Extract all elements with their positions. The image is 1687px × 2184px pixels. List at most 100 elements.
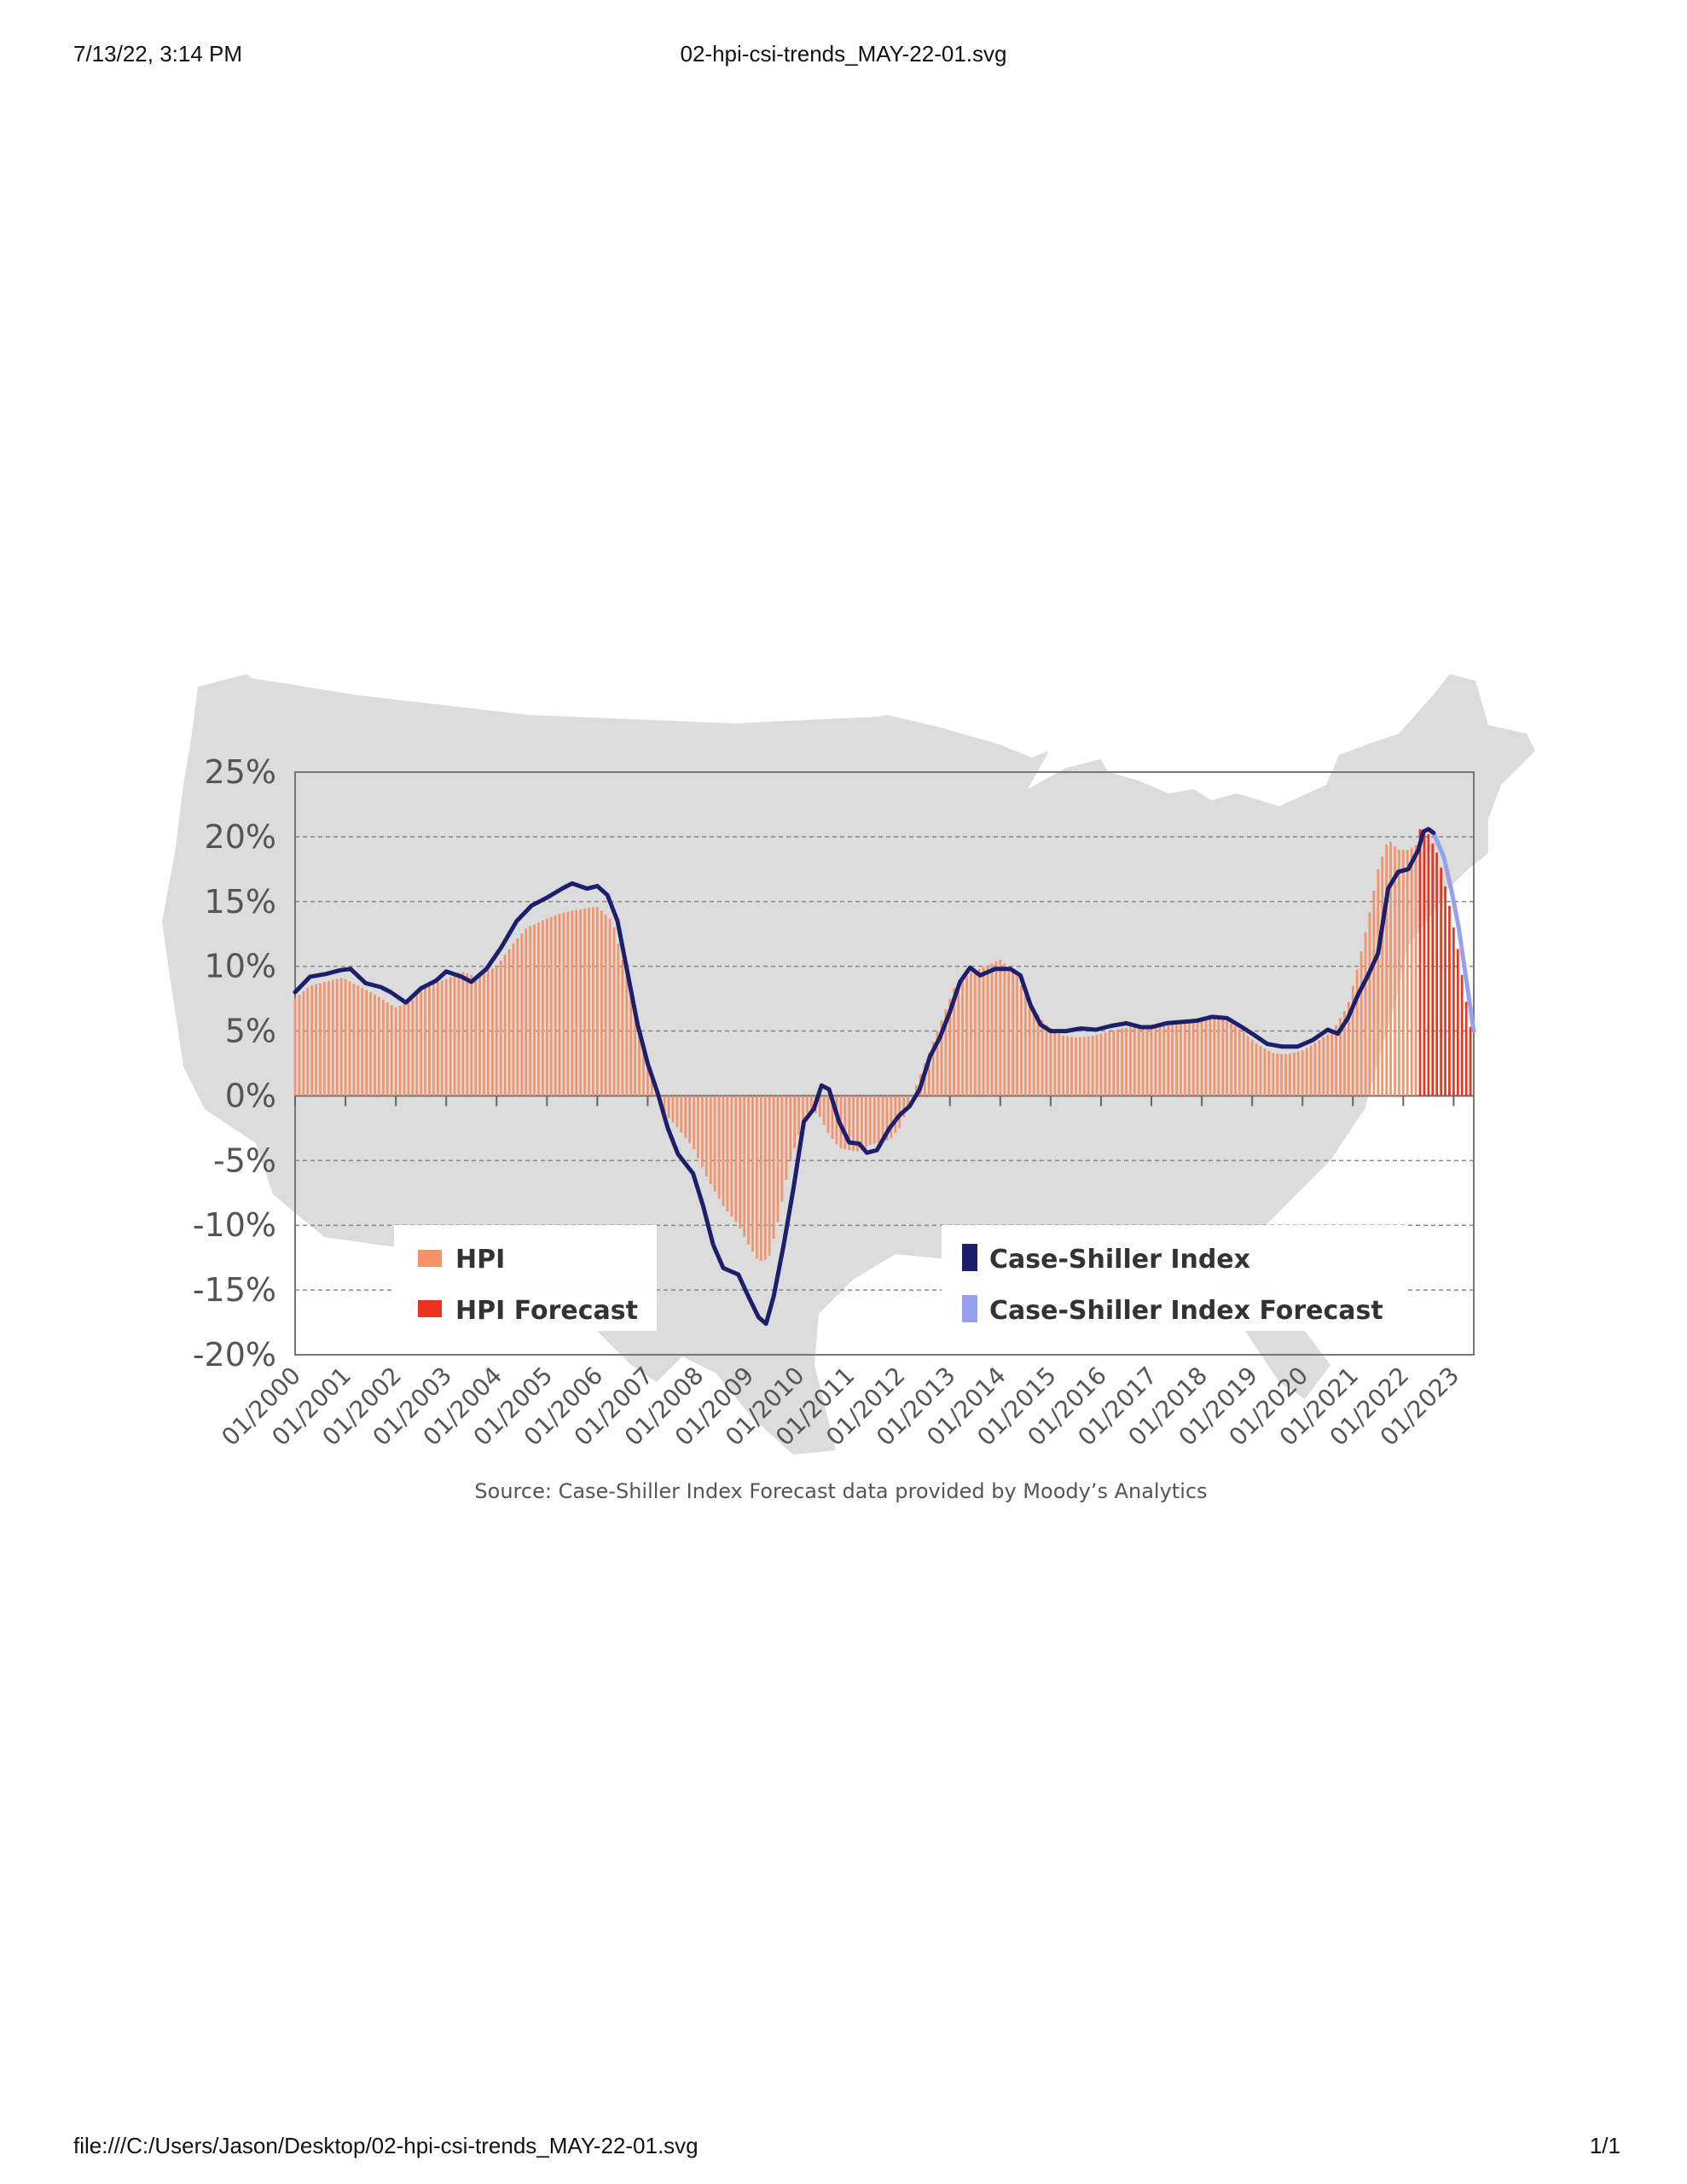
hpi-bar <box>331 979 334 1096</box>
hpi-bar <box>503 955 507 1096</box>
hpi-bar <box>776 1095 780 1223</box>
hpi-bar <box>902 1095 905 1118</box>
hpi-bar <box>877 1095 880 1143</box>
print-date: 7/13/22, 3:14 PM <box>73 41 243 67</box>
legend-hpi-forecast-swatch <box>418 1300 442 1317</box>
hpi-bar <box>432 983 435 1096</box>
hpi-bar <box>1276 1053 1279 1096</box>
hpi-bar <box>1343 1010 1346 1096</box>
hpi-bar <box>1041 1019 1044 1096</box>
hpi-bar <box>1204 1018 1208 1096</box>
hpi-bar <box>1368 912 1371 1096</box>
hpi-bar <box>881 1095 884 1142</box>
hpi-bar <box>856 1095 859 1152</box>
hpi-bar <box>944 1009 948 1096</box>
hpi-bar <box>629 995 633 1096</box>
hpi-bar <box>625 976 629 1096</box>
y-tick-label: -5% <box>213 1141 276 1179</box>
hpi-bar <box>1364 932 1367 1096</box>
hpi-bar <box>1359 950 1363 1096</box>
hpi-bar <box>793 1095 797 1148</box>
hpi-bar <box>592 907 594 1096</box>
hpi-bar <box>302 991 305 1096</box>
hpi-bar <box>697 1095 699 1159</box>
hpi-bar <box>994 961 998 1096</box>
legend-hpi-label: HPI <box>455 1245 505 1275</box>
hpi-bar <box>575 909 578 1096</box>
hpi-bar <box>1049 1028 1052 1096</box>
hpi-bar <box>965 975 968 1096</box>
hpi-bar <box>772 1095 775 1240</box>
hpi-bar <box>483 973 485 1096</box>
hpi-bar <box>1095 1034 1099 1096</box>
hpi-bar <box>558 914 561 1096</box>
hpi-bar <box>596 906 599 1096</box>
hpi-bar <box>797 1095 800 1135</box>
y-tick-label: 10% <box>205 948 276 985</box>
hpi-bar <box>1410 847 1413 1096</box>
hpi-bar <box>1255 1043 1258 1096</box>
hpi-bar <box>953 987 956 1096</box>
hpi-bar <box>529 926 531 1096</box>
hpi-bar <box>826 1095 830 1134</box>
hpi-bar <box>684 1095 687 1138</box>
hpi-bar <box>1284 1054 1287 1096</box>
legend-left: HPI HPI Forecast <box>394 1225 657 1331</box>
hpi-bar <box>339 978 343 1096</box>
hpi-bar <box>1091 1036 1094 1096</box>
hpi-bar <box>1082 1037 1086 1096</box>
hpi-forecast-bars <box>1418 828 1472 1096</box>
hpi-bar <box>1125 1027 1128 1096</box>
hpi-bar <box>872 1095 876 1144</box>
hpi-bar <box>730 1095 733 1217</box>
hpi-bar <box>499 960 502 1096</box>
hpi-bar <box>1372 891 1376 1096</box>
hpi-bar <box>861 1095 863 1150</box>
legend-csi-forecast-label: Case-Shiller Index Forecast <box>989 1296 1383 1326</box>
y-tick-label: 15% <box>205 883 276 921</box>
hpi-bar <box>440 980 443 1096</box>
hpi-bar <box>378 996 380 1096</box>
hpi-bar <box>1137 1025 1140 1096</box>
hpi-bar <box>1175 1021 1178 1096</box>
hpi-bar <box>1355 969 1359 1096</box>
hpi-bar <box>495 966 498 1096</box>
hpi-forecast-bar <box>1469 1026 1472 1096</box>
hpi-bar <box>361 987 364 1096</box>
legend-hpi-forecast-label: HPI Forecast <box>455 1296 638 1326</box>
hpi-bar <box>335 979 339 1096</box>
hpi-bar <box>907 1095 909 1107</box>
hpi-bar <box>1062 1035 1065 1096</box>
hpi-bar <box>1012 970 1014 1096</box>
legend-csi-label: Case-Shiller Index <box>989 1245 1250 1275</box>
hpi-bar <box>780 1095 784 1202</box>
hpi-bar <box>1171 1022 1174 1096</box>
hpi-bar <box>898 1095 901 1129</box>
hpi-bar <box>1272 1053 1275 1096</box>
hpi-bar <box>490 968 494 1096</box>
hpi-forecast-bar <box>1452 927 1455 1096</box>
hpi-bar <box>394 1008 397 1096</box>
hpi-bar <box>520 933 524 1096</box>
hpi-bar <box>583 908 586 1096</box>
hpi-bar <box>617 944 620 1096</box>
hpi-bar <box>848 1095 851 1151</box>
y-tick-label: -20% <box>193 1336 276 1374</box>
hpi-bar <box>453 974 456 1096</box>
hpi-bar <box>650 1080 653 1096</box>
hpi-bar <box>940 1019 943 1096</box>
hpi-bar <box>970 972 972 1096</box>
hpi-bar <box>1226 1020 1228 1096</box>
y-tick-label: 20% <box>205 818 276 856</box>
hpi-bar <box>612 927 616 1096</box>
y-tick-label: -10% <box>193 1206 276 1244</box>
hpi-bar <box>717 1095 721 1199</box>
hpi-bar <box>1162 1023 1166 1096</box>
hpi-bar <box>1196 1019 1199 1096</box>
hpi-bar <box>810 1095 813 1111</box>
hpi-bar <box>566 911 570 1096</box>
hpi-bar <box>1099 1033 1103 1096</box>
hpi-bar <box>415 995 419 1096</box>
hpi-bar <box>802 1095 804 1124</box>
hpi-bar <box>1016 976 1018 1096</box>
